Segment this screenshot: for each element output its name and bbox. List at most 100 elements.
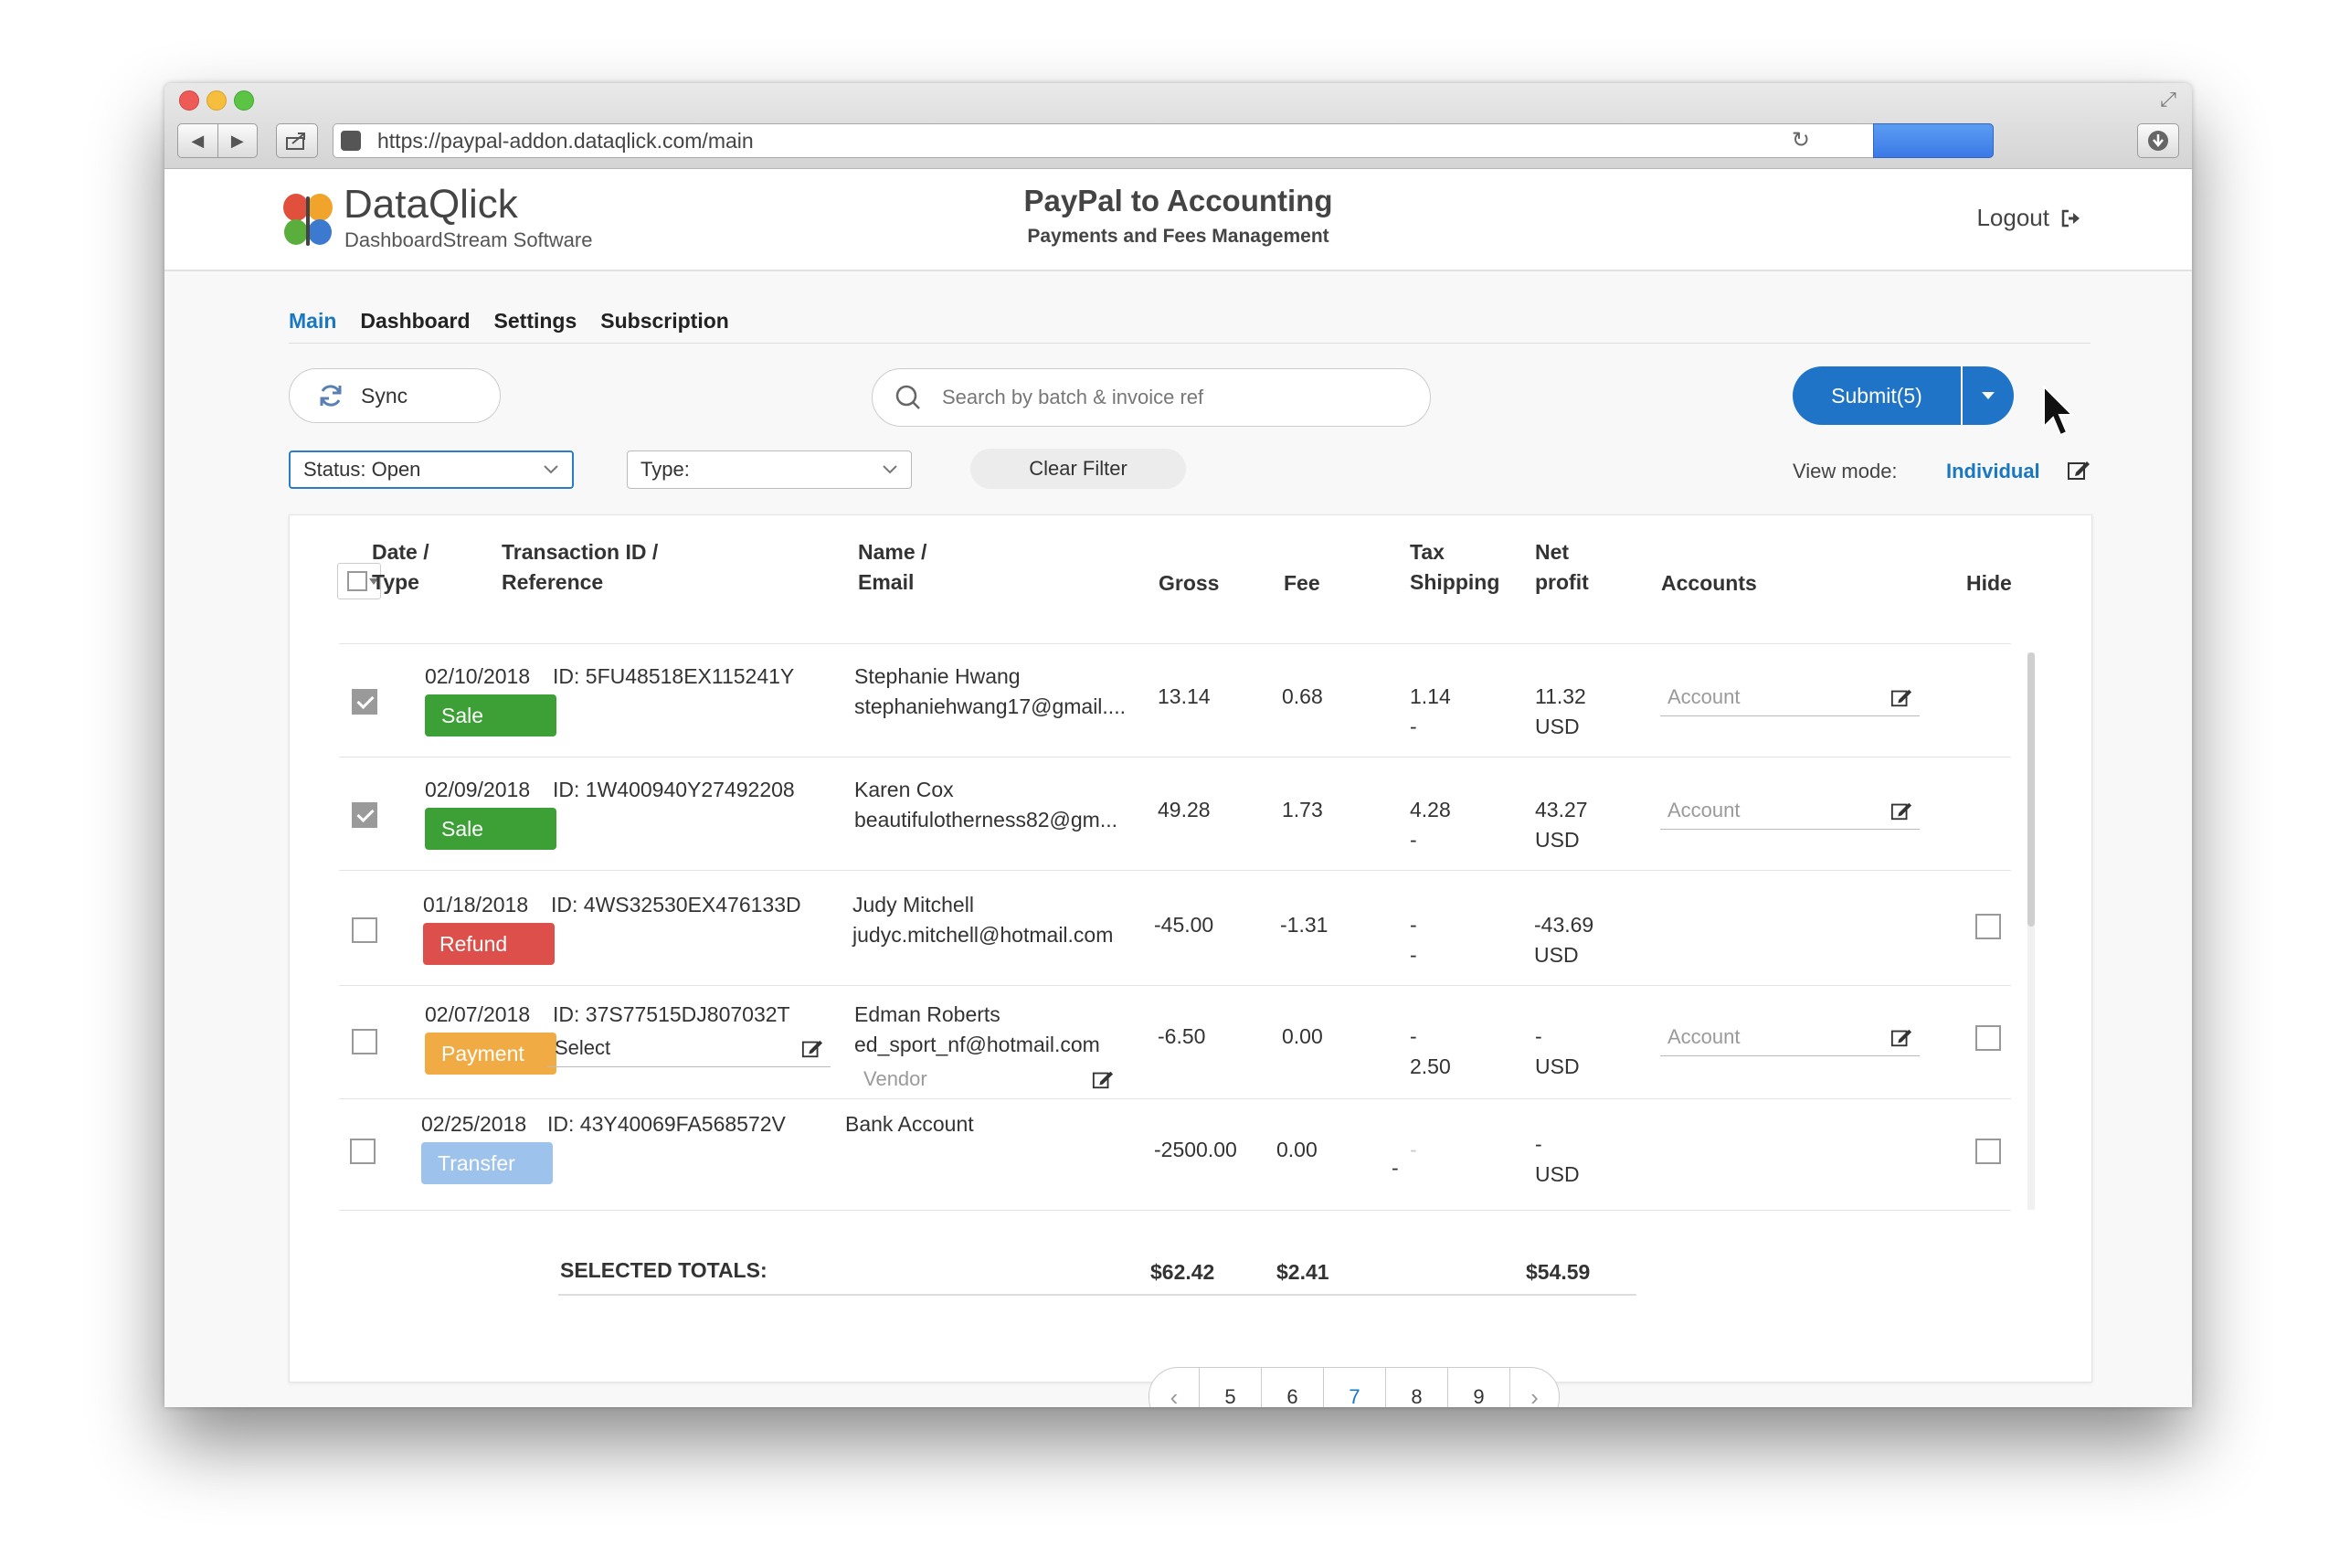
hide-checkbox[interactable] <box>1975 914 2001 939</box>
select-all-checkbox[interactable] <box>347 571 367 591</box>
page-9-button[interactable]: 9 <box>1447 1368 1509 1407</box>
row-email: stephaniehwang17@gmail.... <box>854 694 1126 718</box>
downloads-button[interactable] <box>2137 123 2179 158</box>
select-all-dropdown[interactable] <box>337 563 381 599</box>
tab-settings[interactable]: Settings <box>493 309 577 333</box>
app-header: DataQlick DashboardStream Software PayPa… <box>164 169 2192 271</box>
row-divider <box>339 1210 2011 1211</box>
row-shipping: - <box>1410 715 1417 738</box>
row-net: -43.69 <box>1534 913 1594 937</box>
reload-icon[interactable]: ↻ <box>1791 128 1810 153</box>
header-reference: Reference <box>502 570 604 594</box>
table-scrollbar-thumb[interactable] <box>2027 652 2035 927</box>
row-checkbox[interactable] <box>352 917 377 943</box>
logout-label: Logout <box>1976 204 2049 231</box>
row-date: 02/10/2018 <box>425 664 531 688</box>
tab-main[interactable]: Main <box>289 309 337 333</box>
edit-icon[interactable] <box>801 1037 823 1059</box>
edit-icon[interactable] <box>1890 686 1912 708</box>
prev-page-button[interactable]: ‹ <box>1170 1383 1179 1408</box>
browser-window: ⤢ ◀ ▶ https://paypal-addon.dataqlick.com… <box>164 83 2192 1407</box>
view-mode-label: View mode: <box>1793 460 1898 482</box>
view-mode-value[interactable]: Individual <box>1946 460 2040 482</box>
row-checkbox[interactable] <box>352 689 377 715</box>
back-button[interactable]: ◀ <box>191 131 205 150</box>
row-transaction-id: ID: 4WS32530EX476133D <box>551 893 801 916</box>
edit-icon[interactable] <box>1890 1026 1912 1048</box>
search-input[interactable] <box>940 385 1419 410</box>
minimize-window-button[interactable] <box>206 90 227 111</box>
share-icon <box>286 132 305 150</box>
zoom-window-button[interactable] <box>234 90 254 111</box>
row-gross: -6.50 <box>1158 1024 1206 1048</box>
header-transaction-id: Transaction ID / <box>502 540 659 564</box>
row-name: Judy Mitchell <box>852 893 974 916</box>
reference-select-value: Select <box>555 1035 611 1059</box>
row-checkbox[interactable] <box>350 1139 376 1164</box>
close-window-button[interactable] <box>179 90 199 111</box>
row-fee: -1.31 <box>1280 913 1328 937</box>
main-tabs: Main Dashboard Settings Subscription <box>289 309 729 334</box>
type-badge-refund: Refund <box>423 923 555 965</box>
account-field[interactable]: Account <box>1660 678 1920 716</box>
search-icon <box>895 385 920 409</box>
reference-select[interactable]: Select <box>547 1029 831 1067</box>
account-field[interactable]: Account <box>1660 1018 1920 1056</box>
row-tax: - <box>1410 1024 1417 1048</box>
logout-button[interactable]: Logout <box>1976 204 2082 232</box>
row-email: ed_sport_nf@hotmail.com <box>854 1033 1100 1056</box>
chevron-down-icon <box>883 465 897 474</box>
page-7-button[interactable]: 7 <box>1323 1368 1385 1407</box>
row-tax: - <box>1410 913 1417 937</box>
type-filter-select[interactable]: Type: <box>627 450 912 489</box>
clear-filter-button[interactable]: Clear Filter <box>970 449 1186 489</box>
url-text[interactable]: https://paypal-addon.dataqlick.com/main <box>377 129 754 153</box>
row-name: Bank Account <box>845 1112 974 1136</box>
totals-label: SELECTED TOTALS: <box>560 1258 767 1282</box>
tab-subscription[interactable]: Subscription <box>600 309 729 333</box>
row-transaction-id: ID: 5FU48518EX115241Y <box>553 664 795 688</box>
row-name: Stephanie Hwang <box>854 664 1021 688</box>
row-net: 11.32 <box>1535 684 1586 708</box>
account-placeholder: Account <box>1667 1024 1741 1048</box>
header-hide: Hide <box>1966 571 2012 595</box>
edit-icon[interactable] <box>1092 1068 1114 1090</box>
account-field[interactable]: Account <box>1660 791 1920 830</box>
share-button[interactable] <box>276 123 318 158</box>
fullscreen-icon[interactable]: ⤢ <box>2160 88 2176 111</box>
totals-divider <box>558 1294 1636 1296</box>
row-date: 02/25/2018 <box>421 1112 527 1136</box>
row-email: judyc.mitchell@hotmail.com <box>852 923 1114 947</box>
brand-name: DataQlick <box>344 182 518 227</box>
header-accounts: Accounts <box>1661 571 1757 595</box>
page-5-button[interactable]: 5 <box>1199 1368 1261 1407</box>
row-currency: USD <box>1535 715 1580 738</box>
edit-icon[interactable] <box>2067 458 2091 482</box>
forward-button[interactable]: ▶ <box>217 124 258 157</box>
page-6-button[interactable]: 6 <box>1261 1368 1323 1407</box>
address-bar[interactable]: https://paypal-addon.dataqlick.com/main … <box>333 123 1994 158</box>
search-box <box>872 368 1431 427</box>
row-transaction-id: ID: 1W400940Y27492208 <box>553 778 795 801</box>
status-filter-select[interactable]: Status: Open <box>289 450 574 489</box>
browser-toolbar: ⤢ ◀ ▶ https://paypal-addon.dataqlick.com… <box>164 83 2192 169</box>
vendor-field[interactable]: Vendor <box>856 1060 1121 1098</box>
hide-checkbox[interactable] <box>1975 1139 2001 1164</box>
row-checkbox[interactable] <box>352 802 377 828</box>
header-fee: Fee <box>1284 571 1320 595</box>
pagination: ‹ 5 6 7 8 9 › <box>1149 1367 1560 1407</box>
next-page-button[interactable]: › <box>1509 1368 1559 1407</box>
row-gross: -2500.00 <box>1154 1138 1237 1161</box>
edit-icon[interactable] <box>1890 800 1912 821</box>
row-currency: USD <box>1535 1162 1580 1186</box>
hide-checkbox[interactable] <box>1975 1025 2001 1051</box>
row-divider <box>339 985 2011 986</box>
submit-options-button[interactable] <box>1961 366 2014 425</box>
sync-button[interactable]: Sync <box>289 368 501 423</box>
totals-fee: $2.41 <box>1276 1260 1329 1284</box>
row-checkbox[interactable] <box>352 1029 377 1054</box>
tab-dashboard[interactable]: Dashboard <box>360 309 471 333</box>
submit-button[interactable]: Submit(5) <box>1831 383 1922 408</box>
table-scrollbar[interactable] <box>2027 652 2035 1210</box>
page-8-button[interactable]: 8 <box>1385 1368 1447 1407</box>
